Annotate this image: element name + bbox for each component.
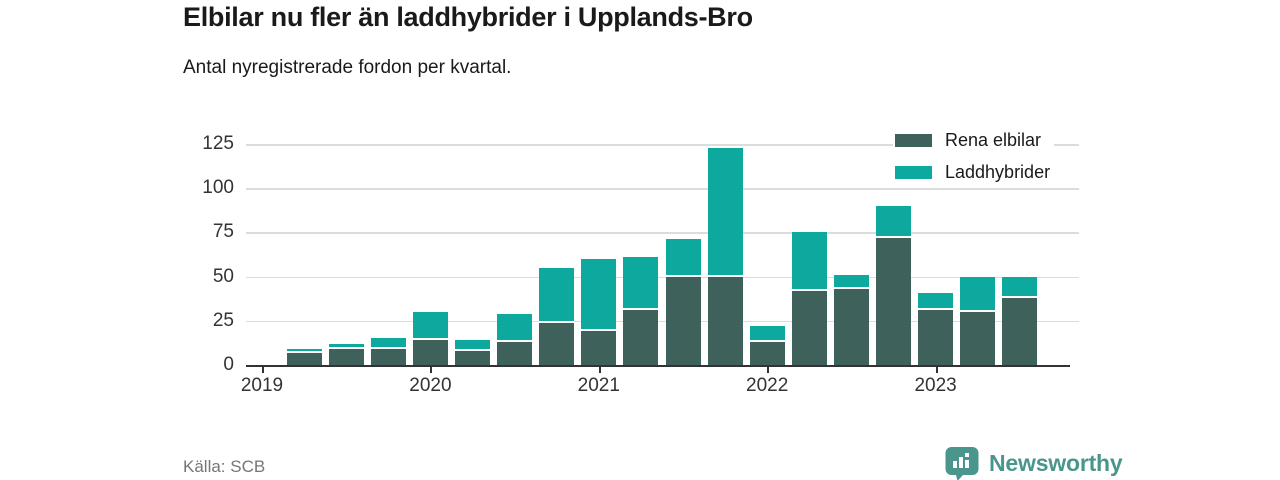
segment-laddhybrider [581, 258, 617, 332]
segment-laddhybrider [497, 313, 533, 342]
bar-2022-q4 [876, 205, 911, 365]
segment-laddhybrider [455, 340, 490, 351]
segment-rena-elbilar [749, 342, 785, 365]
segment-laddhybrider [1002, 276, 1038, 298]
y-tick-label-125: 125 [202, 133, 234, 154]
x-tick-2021 [598, 367, 601, 373]
bar-2023-q2 [960, 276, 996, 365]
bar-2022-q2 [791, 232, 827, 365]
legend-swatch [895, 166, 932, 179]
segment-laddhybrider [286, 349, 322, 353]
bar-2021-q1 [581, 258, 617, 365]
segment-laddhybrider [539, 267, 575, 323]
segment-rena-elbilar [328, 349, 364, 365]
segment-rena-elbilar [497, 342, 533, 365]
segment-laddhybrider [623, 257, 659, 311]
bar-2020-q3 [497, 313, 533, 365]
segment-rena-elbilar [960, 311, 996, 365]
segment-rena-elbilar [455, 350, 490, 365]
x-tick-2020 [430, 367, 433, 373]
segment-rena-elbilar [412, 340, 448, 365]
legend-item-rena-elbilar: Rena elbilar [893, 128, 1055, 153]
page-title: Elbilar nu fler än laddhybrider i Upplan… [183, 2, 753, 32]
source-note: Källa: SCB [183, 457, 266, 476]
x-tick-label-2021: 2021 [577, 375, 620, 396]
bar-2019-q3 [328, 343, 364, 365]
bar-2019-q4 [370, 338, 406, 365]
x-tick-2019 [262, 367, 264, 373]
x-tick-label-2019: 2019 [240, 375, 284, 396]
segment-rena-elbilar [286, 352, 322, 365]
y-tick-label-75: 75 [212, 221, 234, 243]
segment-laddhybrider [960, 276, 996, 312]
x-tick-label-2023: 2023 [914, 375, 957, 396]
bar-2019-q2 [286, 349, 322, 365]
gridline-125 [246, 144, 1079, 146]
legend-item-laddhybrider: Laddhybrider [893, 160, 1055, 185]
segment-laddhybrider [876, 205, 911, 238]
gridline-100 [246, 188, 1079, 190]
newsworthy-logo-icon [944, 445, 980, 480]
segment-laddhybrider [328, 343, 364, 350]
segment-laddhybrider [370, 338, 406, 350]
segment-rena-elbilar [707, 276, 743, 365]
segment-rena-elbilar [370, 349, 406, 365]
bar-2022-q3 [833, 274, 869, 365]
segment-laddhybrider [833, 274, 869, 289]
segment-rena-elbilar [665, 276, 701, 365]
segment-rena-elbilar [833, 288, 869, 365]
page-subtitle: Antal nyregistrerade fordon per kvartal. [183, 57, 512, 78]
legend-swatch [895, 134, 932, 147]
segment-laddhybrider [665, 239, 701, 277]
chart-legend: Rena elbilar Laddhybrider [893, 128, 1055, 192]
x-tick-2022 [767, 367, 770, 373]
segment-rena-elbilar [1002, 297, 1038, 365]
x-tick-label-2022: 2022 [746, 375, 789, 396]
bar-2023-q1 [918, 292, 954, 365]
segment-laddhybrider [791, 232, 827, 291]
bar-2021-q2 [623, 257, 659, 365]
segment-rena-elbilar [918, 310, 954, 365]
segment-laddhybrider [412, 311, 448, 341]
bar-2021-q3 [665, 239, 701, 365]
y-axis-labels: 0 25 50 75 100 125 [160, 132, 234, 375]
segment-laddhybrider [918, 292, 954, 311]
newsworthy-wordmark: Newsworthy [989, 449, 1123, 476]
bar-2023-q3 [1002, 276, 1038, 365]
x-tick-label-2020: 2020 [409, 375, 452, 396]
gridline-25 [246, 320, 1079, 323]
plot-area: 2019 2020 2021 2022 2023 [241, 132, 1086, 396]
segment-laddhybrider [707, 147, 743, 277]
segment-rena-elbilar [623, 310, 659, 365]
bar-2022-q1 [749, 326, 785, 365]
bar-2021-q4 [707, 147, 743, 365]
legend-label: Rena elbilar [945, 130, 1042, 150]
segment-laddhybrider [749, 326, 785, 342]
x-axis-line [246, 365, 1070, 367]
newsworthy-brand: Newsworthy [944, 445, 1123, 480]
segment-rena-elbilar [581, 331, 617, 365]
bar-2020-q1 [412, 311, 448, 365]
bar-2020-q4 [539, 267, 575, 365]
gridline-50 [246, 276, 1079, 279]
segment-rena-elbilar [876, 237, 911, 365]
segment-rena-elbilar [791, 290, 827, 365]
y-tick-label-100: 100 [202, 177, 234, 199]
y-tick-label-0: 0 [223, 354, 234, 375]
segment-rena-elbilar [539, 322, 575, 365]
legend-label: Laddhybrider [945, 162, 1051, 182]
y-tick-label-50: 50 [212, 265, 234, 287]
gridline-75 [246, 232, 1079, 234]
bar-2020-q2 [455, 340, 490, 365]
x-tick-2023 [935, 367, 938, 373]
y-tick-label-25: 25 [212, 309, 234, 331]
